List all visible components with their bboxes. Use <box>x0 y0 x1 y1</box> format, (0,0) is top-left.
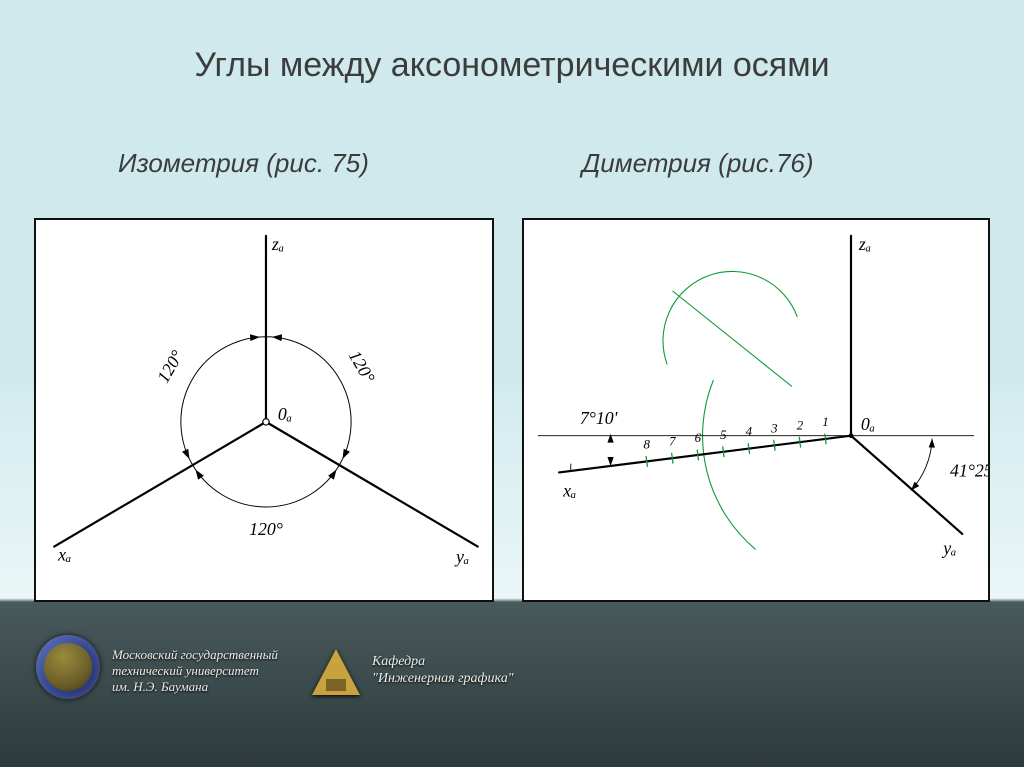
caption-dimetry: Диметрия (рис.76) <box>582 148 814 179</box>
university-name: Московский государственный технический у… <box>112 647 278 695</box>
department-name: Кафедра "Инженерная графика" <box>372 653 514 687</box>
svg-text:8: 8 <box>644 438 651 452</box>
svg-text:2: 2 <box>797 418 804 432</box>
svg-text:0ₐ: 0ₐ <box>278 404 292 424</box>
svg-text:7: 7 <box>669 434 676 448</box>
page-title: Углы между аксонометрическими осями <box>0 46 1024 85</box>
svg-text:120°: 120° <box>153 347 187 386</box>
isometry-diagram: 120° 120° 120° zₐ xₐ yₐ 0ₐ <box>34 218 494 602</box>
caption-isometry: Изометрия (рис. 75) <box>118 148 369 179</box>
university-logo-icon <box>36 635 100 699</box>
footer: Московский государственный технический у… <box>0 602 1024 767</box>
department-logo-icon <box>312 649 360 695</box>
svg-text:0ₐ: 0ₐ <box>861 414 875 434</box>
svg-text:zₐ: zₐ <box>271 234 284 254</box>
svg-text:zₐ: zₐ <box>858 234 871 254</box>
svg-text:120°: 120° <box>345 347 379 386</box>
svg-text:5: 5 <box>720 428 727 442</box>
svg-text:7°10': 7°10' <box>580 408 619 428</box>
svg-text:yₐ: yₐ <box>941 538 956 558</box>
svg-text:6: 6 <box>695 431 702 445</box>
svg-text:120°: 120° <box>249 519 283 539</box>
svg-text:yₐ: yₐ <box>454 547 469 567</box>
svg-text:41°25': 41°25' <box>950 460 988 480</box>
dimetry-diagram: 1 2 3 4 5 6 7 8 7°10' 41°25' zₐ 0ₐ xₐ yₐ <box>522 218 990 602</box>
svg-text:4: 4 <box>746 425 753 439</box>
svg-text:xₐ: xₐ <box>57 545 71 565</box>
svg-text:1: 1 <box>822 415 828 429</box>
svg-text:3: 3 <box>770 421 777 435</box>
svg-text:xₐ: xₐ <box>562 480 576 500</box>
